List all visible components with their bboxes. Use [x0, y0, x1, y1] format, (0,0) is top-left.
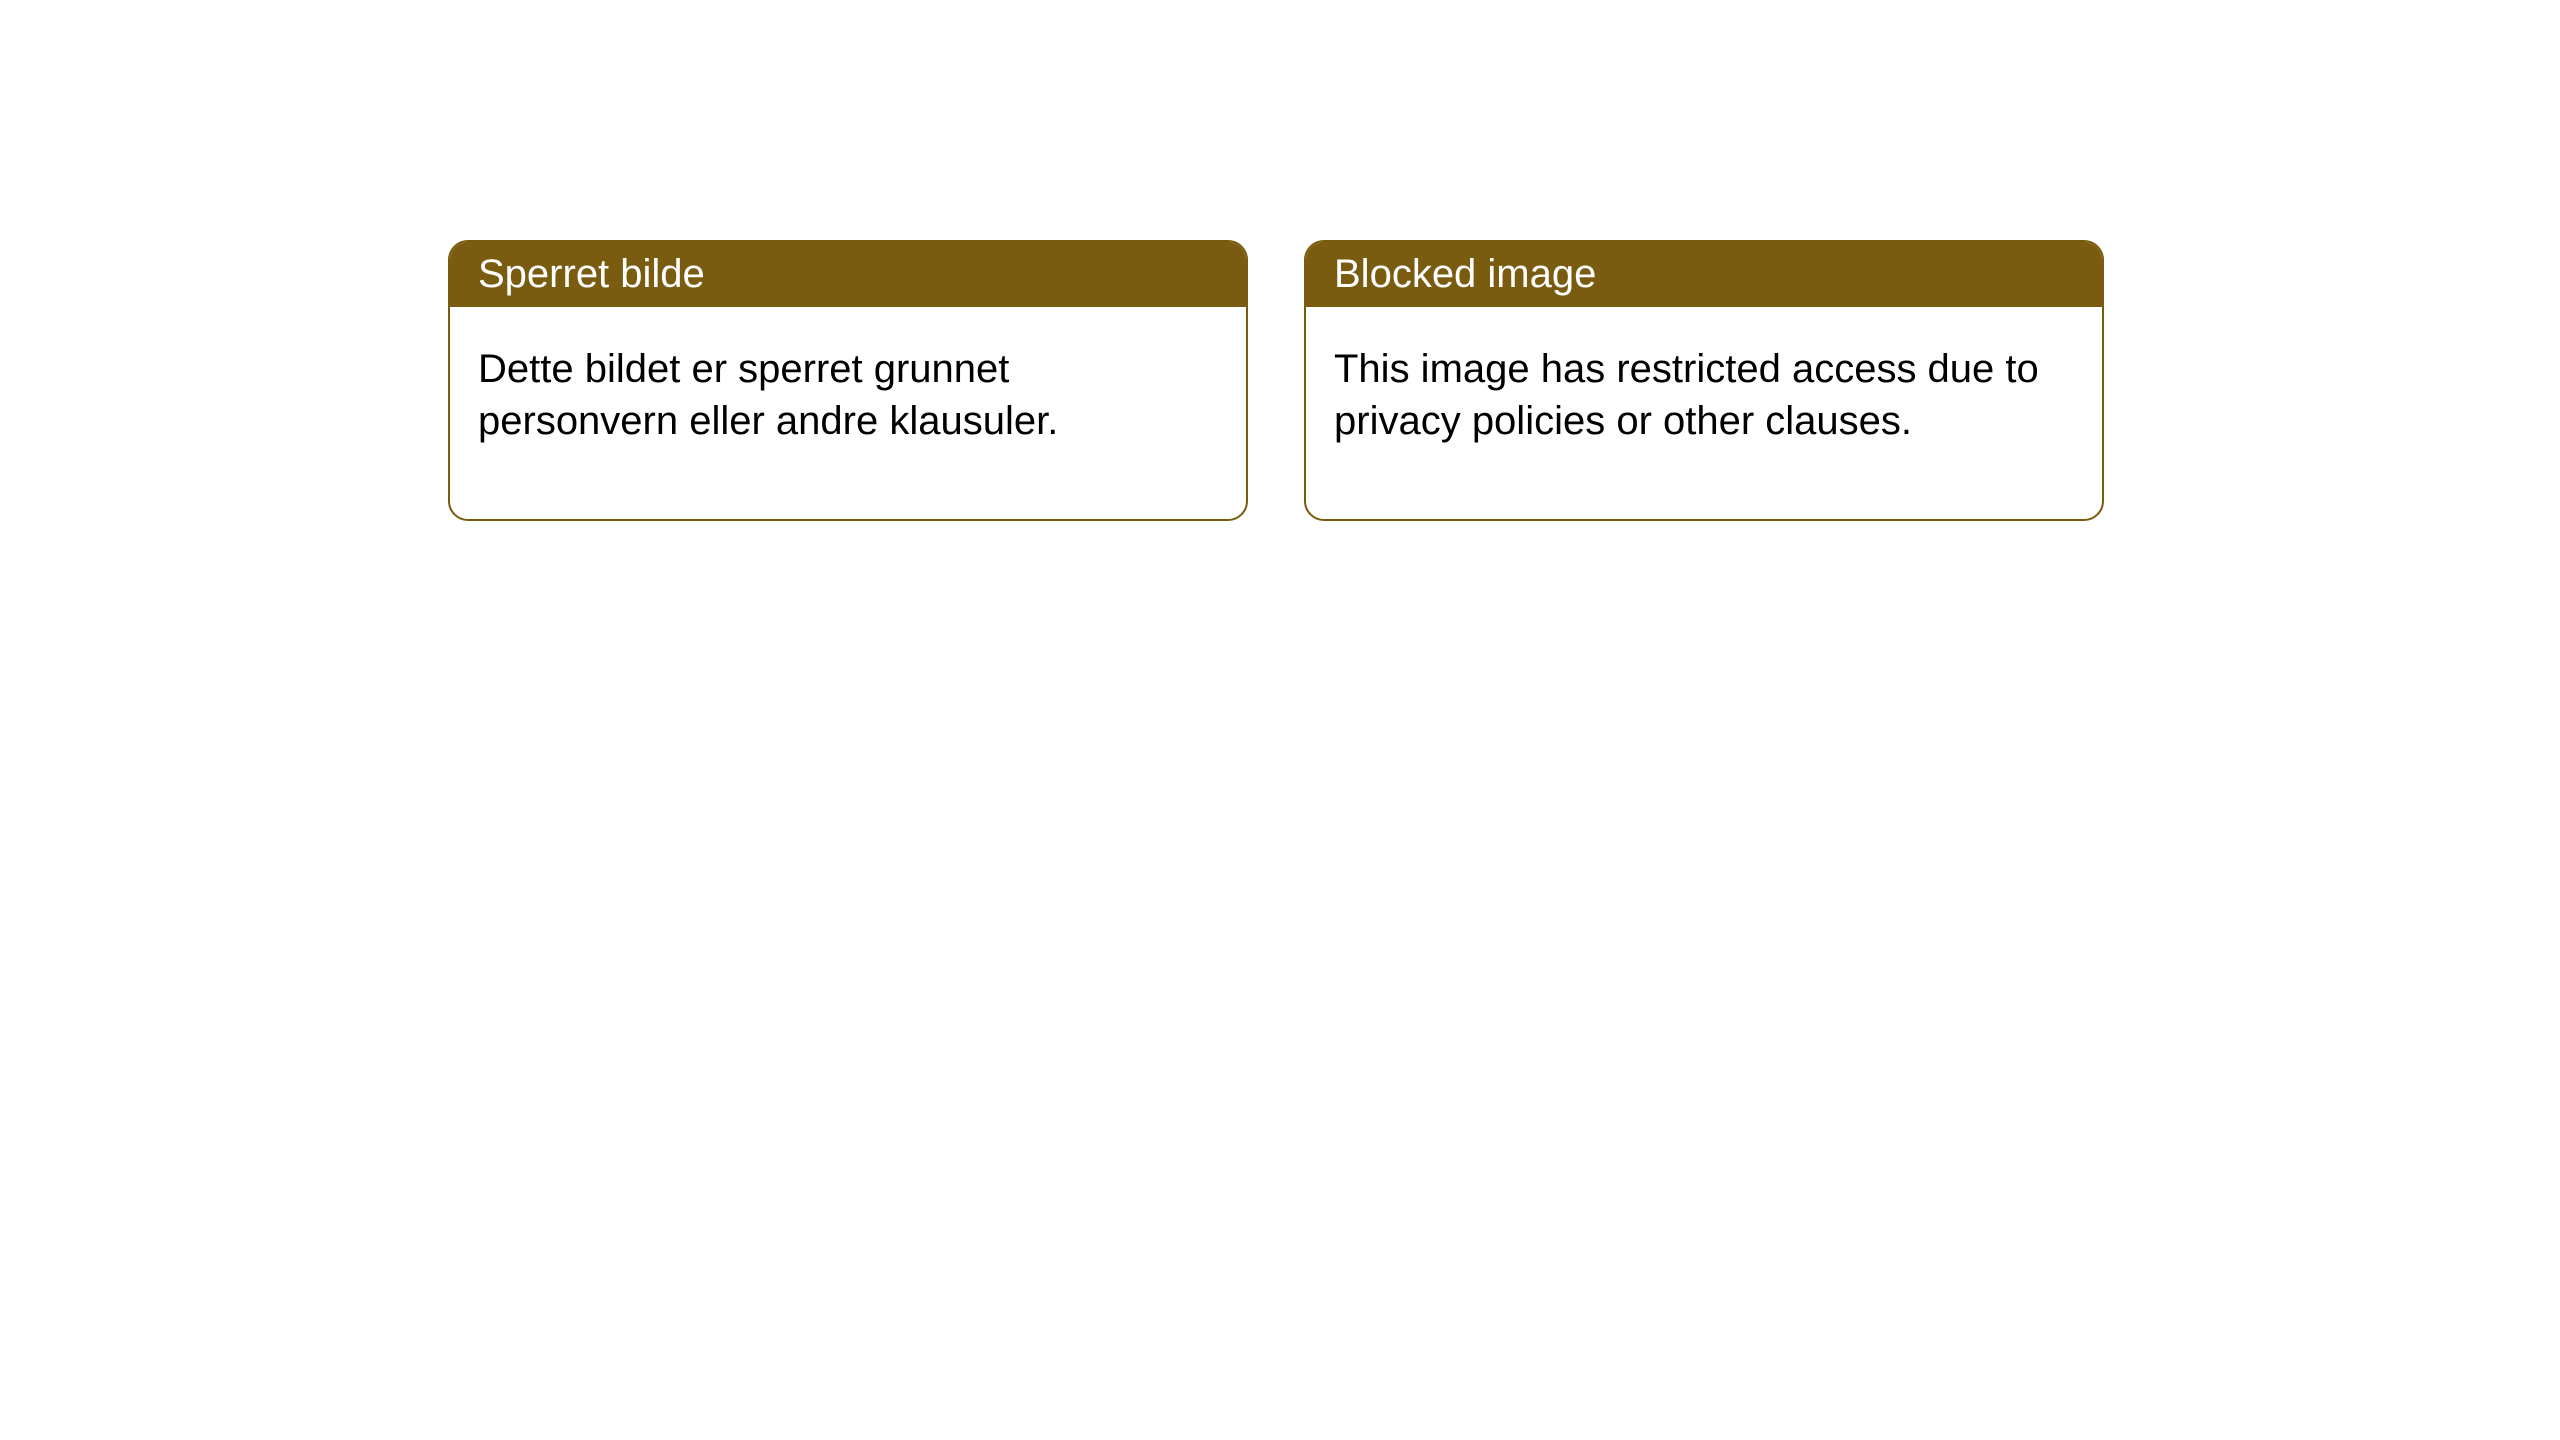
notice-title-norwegian: Sperret bilde	[450, 242, 1246, 307]
notice-body-english: This image has restricted access due to …	[1306, 307, 2102, 519]
notice-body-norwegian: Dette bildet er sperret grunnet personve…	[450, 307, 1246, 519]
notice-card-english: Blocked image This image has restricted …	[1304, 240, 2104, 521]
notice-card-norwegian: Sperret bilde Dette bildet er sperret gr…	[448, 240, 1248, 521]
blocked-image-notices: Sperret bilde Dette bildet er sperret gr…	[448, 240, 2104, 521]
notice-title-english: Blocked image	[1306, 242, 2102, 307]
